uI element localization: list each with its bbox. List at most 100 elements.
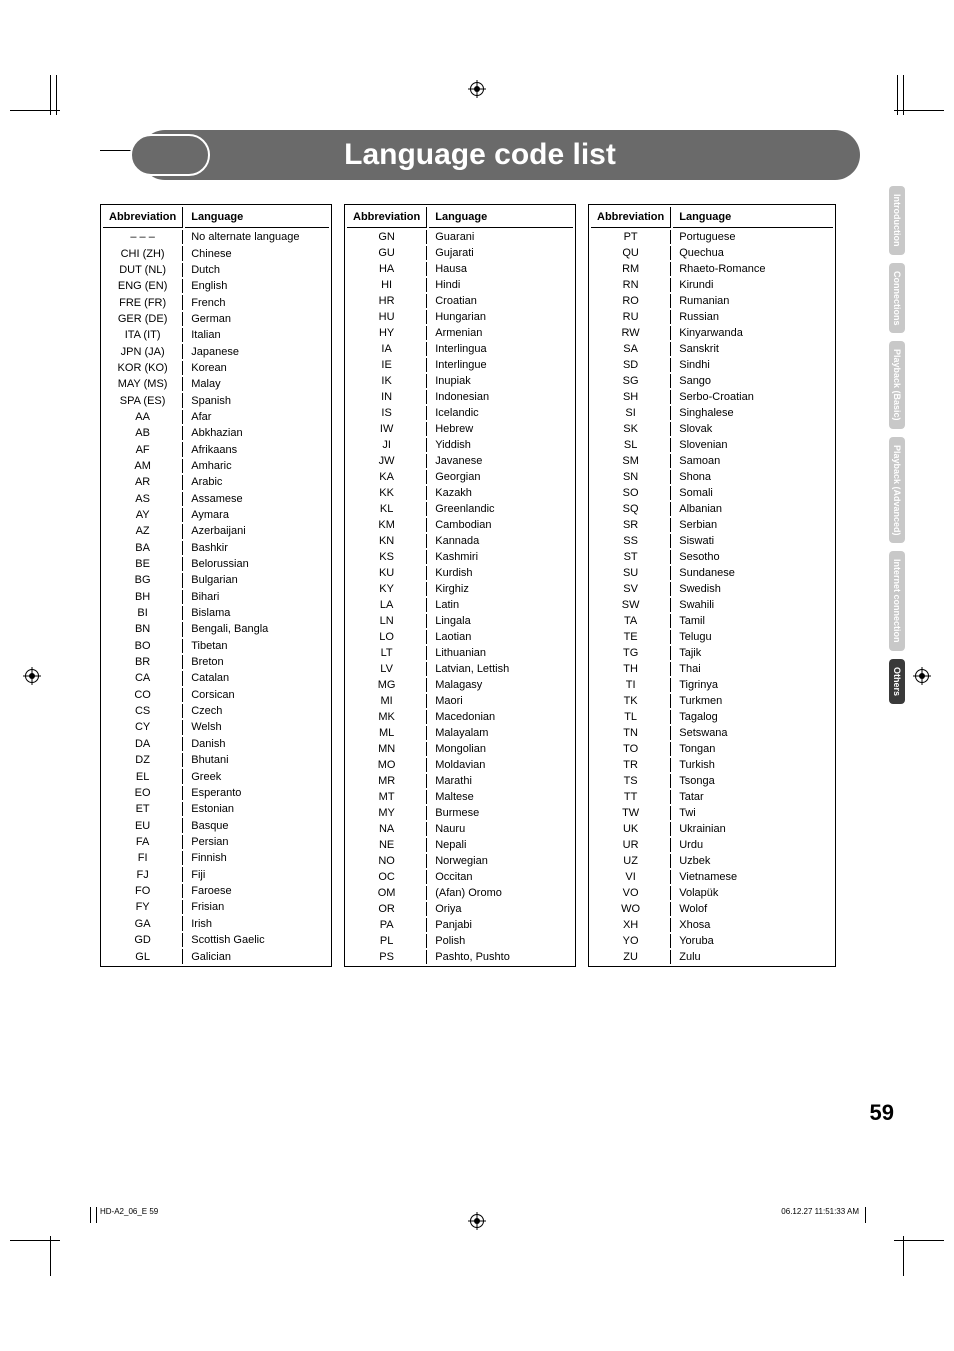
abbreviation-cell: MG [347, 678, 427, 692]
language-cell: Irish [185, 916, 329, 930]
table-row: BHBihari [103, 590, 329, 604]
abbreviation-cell: ZU [591, 950, 671, 964]
language-cell: Icelandic [429, 406, 573, 420]
language-cell: Tigrinya [673, 678, 833, 692]
column-header-abbr: Abbreviation [103, 207, 183, 228]
abbreviation-cell: AR [103, 475, 183, 489]
language-cell: Basque [185, 818, 329, 832]
table-row: STSesotho [591, 550, 833, 564]
abbreviation-cell: CS [103, 704, 183, 718]
table-row: GLGalician [103, 949, 329, 964]
language-cell: Malay [185, 377, 329, 391]
abbreviation-cell: MAY (MS) [103, 377, 183, 391]
abbreviation-cell: OM [347, 886, 427, 900]
abbreviation-cell: AB [103, 426, 183, 440]
table-row: QUQuechua [591, 246, 833, 260]
table-row: FRE (FR)French [103, 295, 329, 309]
abbreviation-cell: TG [591, 646, 671, 660]
language-table-2: Abbreviation Language GNGuaraniGUGujarat… [344, 204, 576, 967]
abbreviation-cell: GU [347, 246, 427, 260]
language-cell: Kinyarwanda [673, 326, 833, 340]
language-cell: Assamese [185, 492, 329, 506]
abbreviation-cell: RM [591, 262, 671, 276]
footer-tick [865, 1207, 866, 1223]
language-cell: Maori [429, 694, 573, 708]
table-row: IKInupiak [347, 374, 573, 388]
language-cell: Rhaeto-Romance [673, 262, 833, 276]
language-cell: Twi [673, 806, 833, 820]
language-cell: Kashmiri [429, 550, 573, 564]
table-row: EOEsperanto [103, 786, 329, 800]
abbreviation-cell: SN [591, 470, 671, 484]
table-row: CSCzech [103, 704, 329, 718]
abbreviation-cell: FI [103, 851, 183, 865]
abbreviation-cell: CY [103, 720, 183, 734]
abbreviation-cell: ML [347, 726, 427, 740]
table-row: KOR (KO)Korean [103, 361, 329, 375]
table-row: MGMalagasy [347, 678, 573, 692]
abbreviation-cell: FJ [103, 867, 183, 881]
abbreviation-cell: IK [347, 374, 427, 388]
language-cell: Esperanto [185, 786, 329, 800]
language-cell: French [185, 295, 329, 309]
abbreviation-cell: AM [103, 459, 183, 473]
language-cell: Yoruba [673, 934, 833, 948]
language-cell: Kazakh [429, 486, 573, 500]
table-row: VIVietnamese [591, 870, 833, 884]
table-row: TNSetswana [591, 726, 833, 740]
table-row: CACatalan [103, 671, 329, 685]
language-cell: Pashto, Pushto [429, 950, 573, 964]
abbreviation-cell: CO [103, 688, 183, 702]
abbreviation-cell: VO [591, 886, 671, 900]
abbreviation-cell: SM [591, 454, 671, 468]
abbreviation-cell: TW [591, 806, 671, 820]
table-row: BRBreton [103, 655, 329, 669]
table-row: TITigrinya [591, 678, 833, 692]
abbreviation-cell: TL [591, 710, 671, 724]
abbreviation-cell: ST [591, 550, 671, 564]
abbreviation-cell: QU [591, 246, 671, 260]
language-cell: Serbian [673, 518, 833, 532]
language-cell: Frisian [185, 900, 329, 914]
language-cell: Kirundi [673, 278, 833, 292]
table-row: INIndonesian [347, 390, 573, 404]
table-row: TKTurkmen [591, 694, 833, 708]
table-row: HAHausa [347, 262, 573, 276]
abbreviation-cell: VI [591, 870, 671, 884]
language-cell: Tagalog [673, 710, 833, 724]
abbreviation-cell: KOR (KO) [103, 361, 183, 375]
language-cell: Arabic [185, 475, 329, 489]
abbreviation-cell: TE [591, 630, 671, 644]
abbreviation-cell: – – – [103, 230, 183, 244]
language-cell: Korean [185, 361, 329, 375]
table-row: TOTongan [591, 742, 833, 756]
abbreviation-cell: SK [591, 422, 671, 436]
table-row: YOYoruba [591, 934, 833, 948]
table-row: PTPortuguese [591, 230, 833, 244]
table-row: ARArabic [103, 475, 329, 489]
language-cell: Danish [185, 737, 329, 751]
abbreviation-cell: AZ [103, 524, 183, 538]
language-cell: Dutch [185, 263, 329, 277]
abbreviation-cell: DUT (NL) [103, 263, 183, 277]
abbreviation-cell: LT [347, 646, 427, 660]
language-cell: Bihari [185, 590, 329, 604]
table-row: COCorsican [103, 688, 329, 702]
language-cell: Armenian [429, 326, 573, 340]
table-row: SPA (ES)Spanish [103, 393, 329, 407]
table-row: MOMoldavian [347, 758, 573, 772]
table-row: MYBurmese [347, 806, 573, 820]
table-row: LALatin [347, 598, 573, 612]
table-row: AAAfar [103, 410, 329, 424]
table-row: GDScottish Gaelic [103, 933, 329, 947]
table-row: SUSundanese [591, 566, 833, 580]
language-cell: Panjabi [429, 918, 573, 932]
abbreviation-cell: EU [103, 818, 183, 832]
language-cell: Czech [185, 704, 329, 718]
abbreviation-cell: UK [591, 822, 671, 836]
abbreviation-cell: BH [103, 590, 183, 604]
table-row: KNKannada [347, 534, 573, 548]
registration-mark-icon [25, 669, 39, 683]
table-row: HRCroatian [347, 294, 573, 308]
footer-tick [96, 1207, 97, 1223]
